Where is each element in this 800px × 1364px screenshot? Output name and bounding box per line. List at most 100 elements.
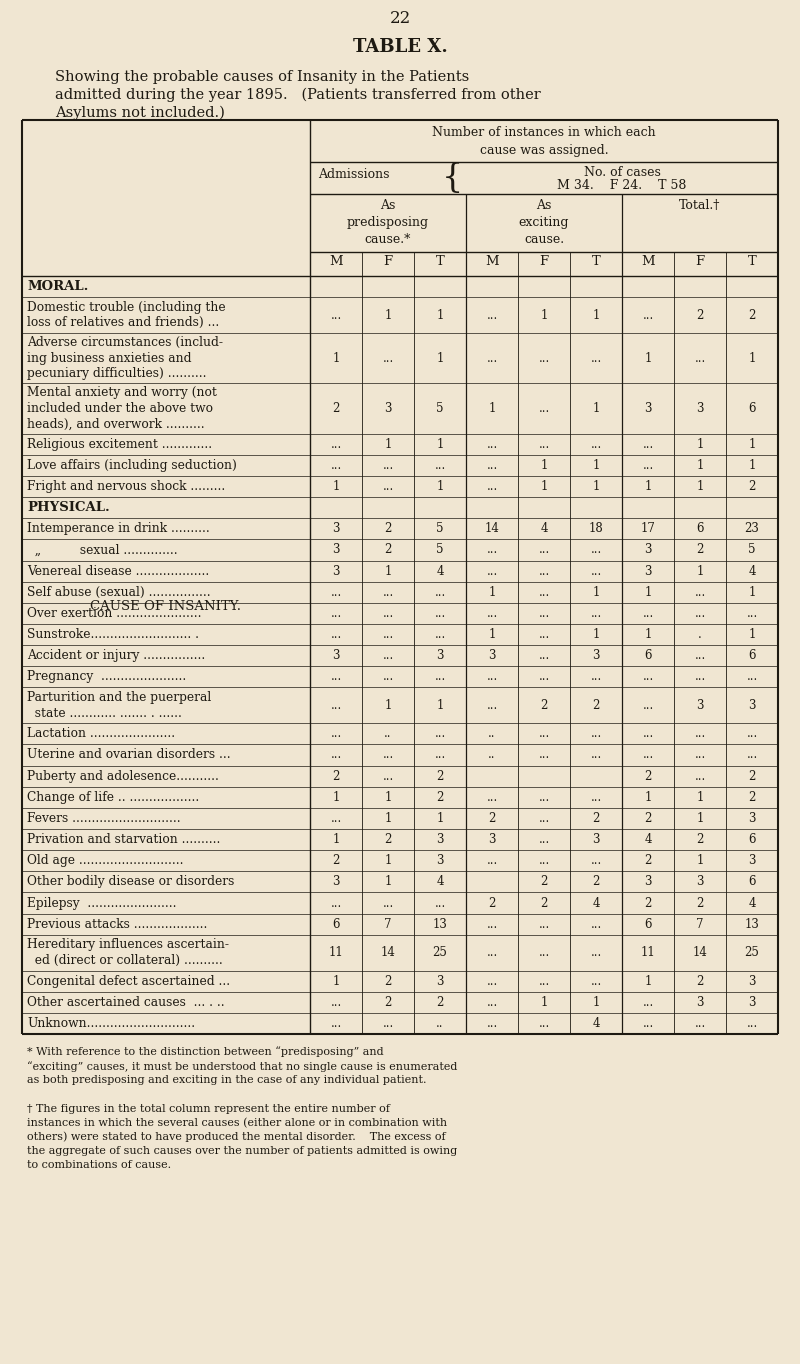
Text: Religious excitement .............: Religious excitement .............: [27, 438, 212, 450]
Text: 2: 2: [540, 896, 548, 910]
Text: 3: 3: [384, 402, 392, 415]
Text: 3: 3: [592, 649, 600, 663]
Text: 1: 1: [644, 627, 652, 641]
Text: ...: ...: [590, 749, 602, 761]
Text: ...: ...: [590, 565, 602, 577]
Text: 13: 13: [433, 918, 447, 930]
Text: ...: ...: [330, 670, 342, 683]
Text: 3: 3: [748, 812, 756, 825]
Text: Asylums not included.): Asylums not included.): [55, 106, 225, 120]
Text: ...: ...: [486, 975, 498, 988]
Text: 1: 1: [592, 627, 600, 641]
Text: M: M: [329, 255, 343, 267]
Text: 3: 3: [748, 975, 756, 988]
Text: ...: ...: [538, 1018, 550, 1030]
Text: ...: ...: [330, 698, 342, 712]
Text: Change of life .. ..................: Change of life .. ..................: [27, 791, 199, 803]
Text: 4: 4: [644, 833, 652, 846]
Text: 1: 1: [436, 698, 444, 712]
Text: 5: 5: [436, 522, 444, 535]
Text: 1: 1: [696, 480, 704, 492]
Text: 3: 3: [436, 854, 444, 868]
Text: T: T: [436, 255, 444, 267]
Text: Venereal disease ...................: Venereal disease ...................: [27, 565, 210, 577]
Text: ...: ...: [434, 670, 446, 683]
Text: 1: 1: [332, 833, 340, 846]
Text: † The figures in the total column represent the entire number of
instances in wh: † The figures in the total column repres…: [27, 1103, 458, 1170]
Text: TABLE X.: TABLE X.: [353, 38, 447, 56]
Text: 11: 11: [641, 947, 655, 959]
Text: ...: ...: [330, 627, 342, 641]
Text: ...: ...: [330, 996, 342, 1009]
Text: 1: 1: [592, 458, 600, 472]
Text: 6: 6: [644, 918, 652, 930]
Text: ...: ...: [642, 1018, 654, 1030]
Text: 7: 7: [384, 918, 392, 930]
Text: ...: ...: [486, 352, 498, 364]
Text: 3: 3: [644, 543, 652, 557]
Text: Epilepsy  .......................: Epilepsy .......................: [27, 896, 177, 910]
Text: ...: ...: [538, 975, 550, 988]
Text: 2: 2: [384, 522, 392, 535]
Text: ...: ...: [538, 543, 550, 557]
Text: ...: ...: [590, 727, 602, 741]
Text: ...: ...: [330, 812, 342, 825]
Text: 1: 1: [644, 791, 652, 803]
Text: 1: 1: [384, 791, 392, 803]
Text: ...: ...: [746, 1018, 758, 1030]
Text: 11: 11: [329, 947, 343, 959]
Text: ...: ...: [330, 896, 342, 910]
Text: 2: 2: [696, 308, 704, 322]
Text: ...: ...: [590, 670, 602, 683]
Text: 1: 1: [696, 565, 704, 577]
Text: 1: 1: [384, 876, 392, 888]
Text: 3: 3: [696, 402, 704, 415]
Text: 1: 1: [644, 975, 652, 988]
Text: ...: ...: [538, 607, 550, 619]
Text: 18: 18: [589, 522, 603, 535]
Text: Fevers ............................: Fevers ............................: [27, 812, 181, 825]
Text: ...: ...: [538, 833, 550, 846]
Text: Other ascertained causes  ... . ..: Other ascertained causes ... . ..: [27, 996, 225, 1009]
Text: * With reference to the distinction between “predisposing” and
“exciting” causes: * With reference to the distinction betw…: [27, 1046, 458, 1086]
Text: 3: 3: [436, 975, 444, 988]
Text: ...: ...: [538, 627, 550, 641]
Text: 25: 25: [745, 947, 759, 959]
Text: 2: 2: [696, 833, 704, 846]
Text: ...: ...: [486, 607, 498, 619]
Text: ...: ...: [330, 458, 342, 472]
Text: 1: 1: [748, 438, 756, 450]
Text: 1: 1: [748, 352, 756, 364]
Text: ...: ...: [694, 352, 706, 364]
Text: ...: ...: [746, 749, 758, 761]
Text: 1: 1: [488, 402, 496, 415]
Text: 1: 1: [696, 854, 704, 868]
Text: ...: ...: [382, 670, 394, 683]
Text: Self abuse (sexual) ................: Self abuse (sexual) ................: [27, 585, 210, 599]
Text: 17: 17: [641, 522, 655, 535]
Text: 1: 1: [488, 627, 496, 641]
Text: Uterine and ovarian disorders ...: Uterine and ovarian disorders ...: [27, 749, 230, 761]
Text: 4: 4: [436, 565, 444, 577]
Text: Domestic trouble (including the
loss of relatives and friends) ...: Domestic trouble (including the loss of …: [27, 301, 226, 329]
Text: ...: ...: [486, 996, 498, 1009]
Text: „          sexual ..............: „ sexual ..............: [27, 543, 178, 557]
Text: 6: 6: [644, 649, 652, 663]
Text: 6: 6: [748, 402, 756, 415]
Text: Lactation ......................: Lactation ......................: [27, 727, 175, 741]
Text: ...: ...: [694, 769, 706, 783]
Text: 2: 2: [748, 769, 756, 783]
Text: 2: 2: [436, 791, 444, 803]
Text: 1: 1: [644, 480, 652, 492]
Text: MORAL.: MORAL.: [27, 280, 88, 293]
Text: 1: 1: [592, 308, 600, 322]
Text: 1: 1: [748, 627, 756, 641]
Text: 5: 5: [748, 543, 756, 557]
Text: 2: 2: [332, 402, 340, 415]
Text: 1: 1: [436, 438, 444, 450]
Text: 2: 2: [436, 769, 444, 783]
Text: 2: 2: [644, 854, 652, 868]
Text: ...: ...: [382, 585, 394, 599]
Text: ...: ...: [538, 727, 550, 741]
Text: ...: ...: [590, 947, 602, 959]
